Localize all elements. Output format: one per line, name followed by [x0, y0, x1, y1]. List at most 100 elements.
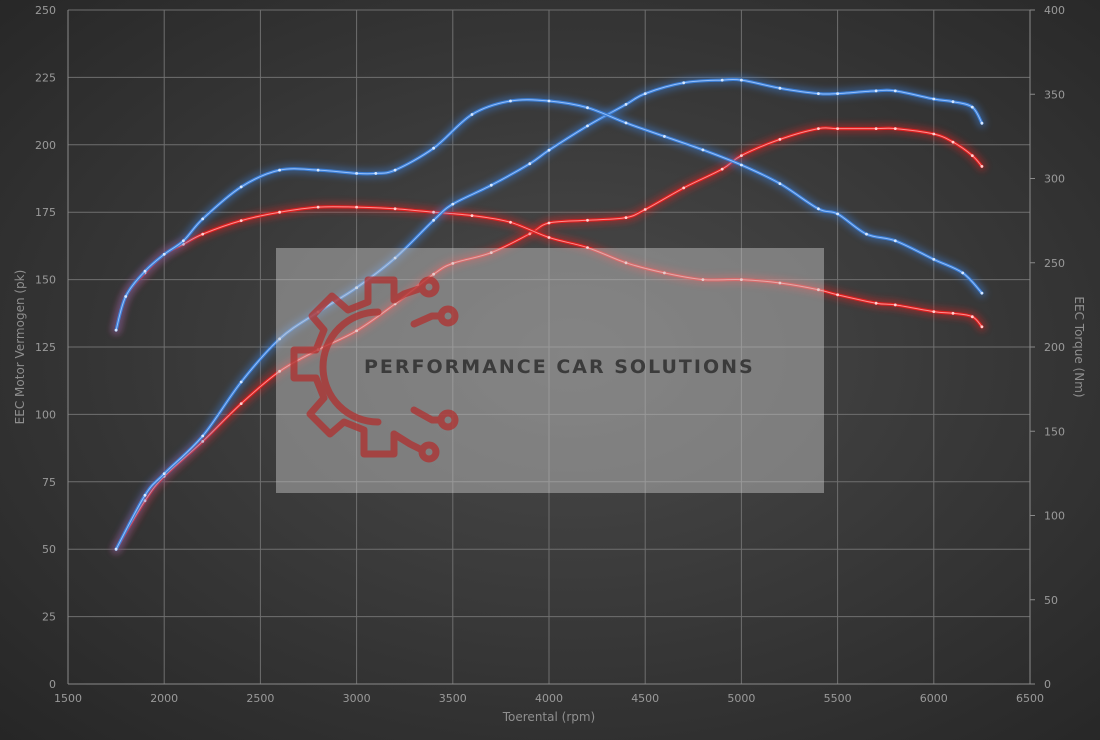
y-right-tick-label: 200	[1044, 341, 1065, 354]
data-point	[740, 163, 743, 167]
data-point	[970, 154, 974, 158]
data-point	[643, 92, 647, 95]
data-point	[586, 246, 589, 250]
data-point	[432, 210, 435, 214]
data-point	[701, 278, 705, 281]
data-point	[817, 288, 820, 292]
x-tick-label: 3000	[343, 692, 371, 705]
x-tick-label: 3500	[439, 692, 467, 705]
data-point	[278, 168, 281, 172]
data-point	[586, 124, 589, 128]
data-point	[893, 239, 897, 243]
data-point	[182, 239, 185, 243]
y-axis-right-label: EEC Torque (Nm)	[1072, 296, 1086, 397]
data-point	[374, 172, 378, 175]
data-point	[432, 146, 435, 150]
data-point	[316, 205, 320, 209]
data-point	[701, 148, 705, 152]
y-left-tick-label: 150	[35, 274, 56, 287]
data-point	[470, 113, 474, 116]
data-point	[720, 78, 724, 82]
y-left-tick-label: 225	[35, 71, 56, 84]
y-left-tick-label: 250	[35, 4, 56, 17]
y-right-tick-label: 0	[1044, 678, 1051, 691]
data-point	[836, 127, 839, 130]
data-point	[817, 207, 820, 211]
data-point	[451, 202, 455, 206]
series-0	[111, 123, 987, 554]
data-point	[278, 210, 281, 214]
data-point	[817, 127, 820, 130]
data-point	[316, 168, 320, 172]
data-point	[278, 369, 281, 373]
data-point	[432, 272, 435, 276]
series-2	[111, 74, 987, 554]
y-right-tick-label: 350	[1044, 88, 1065, 101]
data-point	[393, 256, 397, 260]
data-point	[143, 493, 147, 497]
x-tick-label: 4000	[535, 692, 563, 705]
data-point	[547, 99, 551, 103]
data-point	[740, 278, 743, 281]
data-point	[951, 100, 955, 104]
x-tick-label: 5500	[824, 692, 852, 705]
data-point	[932, 258, 936, 261]
x-tick-label: 6000	[920, 692, 948, 705]
y-left-tick-label: 75	[42, 476, 56, 489]
y-right-tick-label: 150	[1044, 425, 1065, 438]
data-point	[980, 291, 984, 295]
data-point	[586, 106, 589, 110]
data-point	[643, 208, 647, 211]
x-tick-label: 5000	[727, 692, 755, 705]
data-point	[201, 434, 205, 438]
chart-axes	[67, 9, 1035, 685]
y-right-tick-label: 50	[1044, 594, 1058, 607]
data-point	[778, 86, 782, 90]
y-left-tick-label: 50	[42, 543, 56, 556]
gear-circuit-logo-icon	[290, 276, 459, 463]
data-point	[970, 315, 974, 319]
data-point	[932, 310, 936, 313]
data-point	[682, 186, 686, 190]
data-point	[393, 168, 397, 172]
data-point	[239, 185, 243, 189]
y-right-tick-label: 300	[1044, 173, 1065, 186]
data-point	[970, 105, 974, 109]
y-right-tick-label: 250	[1044, 257, 1065, 270]
x-tick-label: 2000	[150, 692, 178, 705]
data-point	[114, 328, 118, 332]
data-point	[663, 135, 666, 138]
data-point	[980, 325, 984, 329]
data-point	[547, 148, 551, 152]
data-point	[720, 167, 724, 171]
data-point	[961, 271, 965, 275]
y-left-tick-label: 0	[49, 678, 56, 691]
data-point	[239, 219, 243, 223]
data-point	[874, 301, 878, 305]
data-point	[201, 217, 205, 221]
data-point	[470, 214, 474, 218]
data-point	[836, 212, 839, 216]
data-point	[355, 205, 358, 209]
y-right-tick-label: 100	[1044, 510, 1065, 523]
data-point	[624, 216, 628, 220]
watermark-text: PERFORMANCE CAR SOLUTIONS	[364, 356, 755, 378]
data-point	[865, 232, 868, 236]
data-point	[624, 121, 628, 125]
data-point	[778, 182, 782, 186]
data-point	[355, 172, 358, 175]
data-point	[663, 271, 666, 275]
data-point	[740, 78, 743, 82]
data-point	[624, 103, 628, 106]
data-point	[836, 92, 839, 95]
y-left-tick-label: 100	[35, 408, 56, 421]
data-point	[951, 140, 955, 144]
data-point	[980, 165, 984, 168]
data-point	[489, 183, 493, 187]
data-point	[951, 311, 955, 315]
y-left-tick-label: 175	[35, 206, 56, 219]
data-point	[893, 127, 897, 130]
data-point	[432, 218, 435, 222]
chart-series	[111, 74, 987, 554]
